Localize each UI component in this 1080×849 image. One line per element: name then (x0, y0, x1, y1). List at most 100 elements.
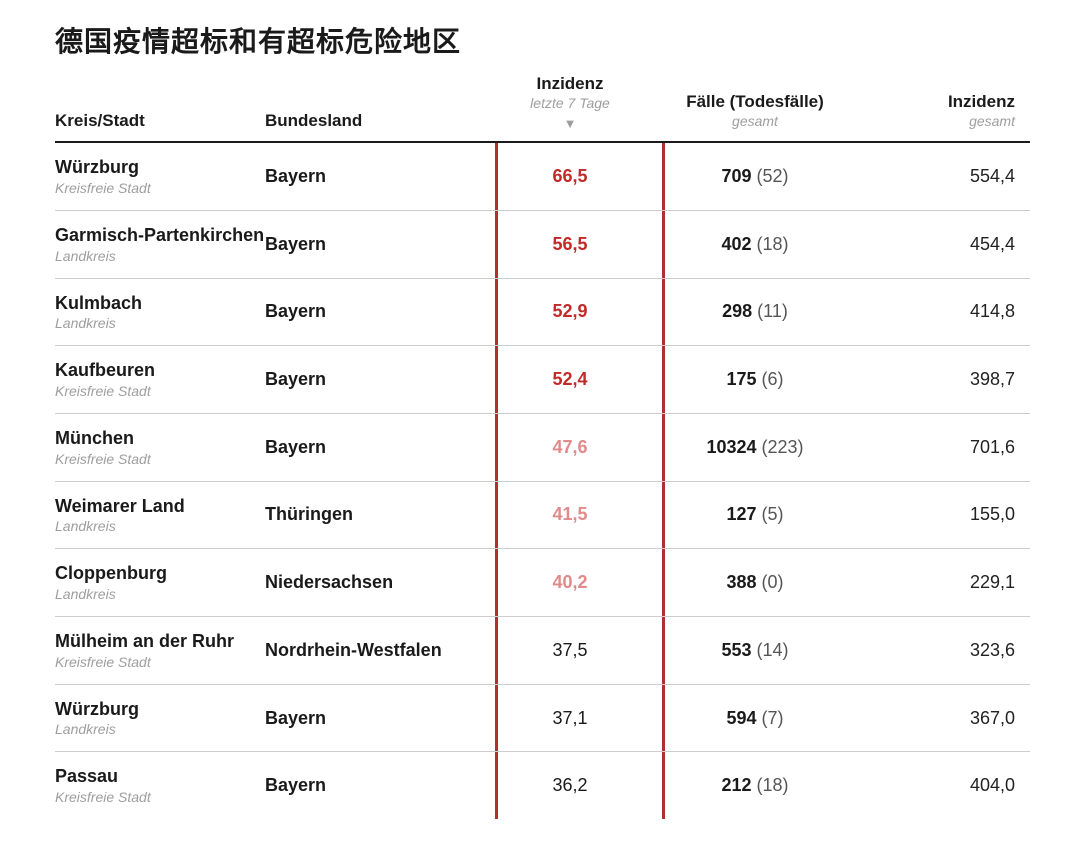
cases-total: 709 (721, 166, 756, 186)
inzidenz-7d-value: 52,4 (552, 369, 587, 389)
cases-deaths: (14) (757, 640, 789, 660)
cell-cases: 298 (11) (645, 301, 865, 322)
cell-inzidenz-total: 414,8 (865, 301, 1015, 322)
kreis-name: Mülheim an der Ruhr (55, 631, 265, 652)
table-row: WürzburgLandkreisBayern37,1594 (7)367,0 (55, 685, 1030, 753)
cases-deaths: (223) (762, 437, 804, 457)
cell-inzidenz-7d: 56,5 (495, 234, 645, 255)
cell-inzidenz-total: 367,0 (865, 708, 1015, 729)
cell-kreis: Weimarer LandLandkreis (55, 496, 265, 535)
kreis-type: Kreisfreie Stadt (55, 383, 265, 399)
cell-kreis: Mülheim an der RuhrKreisfreie Stadt (55, 631, 265, 670)
cell-bundesland: Bayern (265, 234, 495, 255)
table-row: Weimarer LandLandkreisThüringen 41,5 127 (… (55, 482, 1030, 550)
cell-kreis: WürzburgKreisfreie Stadt (55, 157, 265, 196)
cases-total: 298 (722, 301, 757, 321)
table-body: WürzburgKreisfreie StadtBayern66,5709 (5… (55, 143, 1030, 819)
cell-bundesland: Niedersachsen (265, 572, 495, 593)
table-header-row: Kreis/Stadt Bundesland Inzidenz letzte 7… (55, 66, 1030, 143)
kreis-name: Garmisch-Partenkirchen (55, 225, 265, 246)
cell-cases: 594 (7) (645, 708, 865, 729)
inzidenz-7d-value: 47,6 (552, 437, 587, 457)
header-bundesland-label: Bundesland (265, 111, 362, 130)
cases-total: 127 (726, 504, 761, 524)
cases-deaths: (52) (757, 166, 789, 186)
kreis-type: Landkreis (55, 518, 265, 534)
cases-total: 402 (721, 234, 756, 254)
cases-total: 10324 (706, 437, 761, 457)
header-kreis-label: Kreis/Stadt (55, 111, 145, 130)
header-inzidenz-7d-sub: letzte 7 Tage (530, 95, 610, 111)
cases-deaths: (11) (757, 301, 788, 321)
header-inzidenz-total-sub: gesamt (969, 113, 1015, 129)
inzidenz-7d-value: 41,5 (552, 504, 587, 524)
table-row: Passau Kreisfreie StadtBayern 36,2 212 (18)… (55, 752, 1030, 819)
cases-total: 388 (726, 572, 761, 592)
kreis-name: Passau (55, 766, 265, 787)
kreis-name: Kaufbeuren (55, 360, 265, 381)
cell-kreis: MünchenKreisfreie Stadt (55, 428, 265, 467)
header-inzidenz-total-label: Inzidenz (948, 92, 1015, 111)
cell-kreis: Kaufbeuren Kreisfreie Stadt (55, 360, 265, 399)
cell-bundesland: Bayern (265, 437, 495, 458)
cell-kreis: WürzburgLandkreis (55, 699, 265, 738)
cell-inzidenz-total: 701,6 (865, 437, 1015, 458)
cell-inzidenz-7d: 36,2 (495, 775, 645, 796)
cell-inzidenz-7d: 41,5 (495, 504, 645, 525)
cell-inzidenz-7d: 52,9 (495, 301, 645, 322)
kreis-type: Kreisfreie Stadt (55, 789, 265, 805)
page-title: 德国疫情超标和有超标危险地区 (55, 20, 1030, 60)
cell-inzidenz-7d: 66,5 (495, 166, 645, 187)
cell-cases: 212 (18) (645, 775, 865, 796)
cell-inzidenz-7d: 37,5 (495, 640, 645, 661)
kreis-type: Landkreis (55, 315, 265, 331)
cell-inzidenz-total: 398,7 (865, 369, 1015, 390)
table-row: MünchenKreisfreie StadtBayern 47,6 10324 (… (55, 414, 1030, 482)
header-kreis: Kreis/Stadt (55, 111, 265, 131)
header-bundesland: Bundesland (265, 111, 495, 131)
kreis-name: Weimarer Land (55, 496, 265, 517)
table-row: KulmbachLandkreisBayern52,9298 (11)414,8 (55, 279, 1030, 347)
cell-inzidenz-total: 454,4 (865, 234, 1015, 255)
cases-total: 212 (721, 775, 756, 795)
cell-cases: 553 (14) (645, 640, 865, 661)
inzidenz-7d-value: 36,2 (552, 775, 587, 795)
header-cases: Fälle (Todesfälle) gesamt (645, 92, 865, 132)
inzidenz-7d-value: 56,5 (552, 234, 587, 254)
incidence-table: Kreis/Stadt Bundesland Inzidenz letzte 7… (55, 66, 1030, 819)
cell-kreis: Garmisch-PartenkirchenLandkreis (55, 225, 265, 264)
cases-deaths: (18) (757, 234, 789, 254)
table-row: WürzburgKreisfreie StadtBayern 66,5 709 (5… (55, 143, 1030, 211)
cell-inzidenz-total: 155,0 (865, 504, 1015, 525)
kreis-name: Würzburg (55, 699, 265, 720)
table-row: Garmisch-PartenkirchenLandkreisBayern 56,… (55, 211, 1030, 279)
cases-deaths: (6) (762, 369, 784, 389)
table-row: CloppenburgLandkreisNiedersachsen40,2388… (55, 549, 1030, 617)
cell-inzidenz-7d: 52,4 (495, 369, 645, 390)
cell-cases: 127 (5) (645, 504, 865, 525)
inzidenz-7d-value: 40,2 (552, 572, 587, 592)
header-inzidenz-7d[interactable]: Inzidenz letzte 7 Tage ▼ (495, 74, 645, 131)
cases-deaths: (7) (762, 708, 784, 728)
cell-bundesland: Bayern (265, 166, 495, 187)
cell-inzidenz-7d: 40,2 (495, 572, 645, 593)
header-cases-label: Fälle (Todesfälle) (686, 92, 824, 111)
inzidenz-7d-value: 52,9 (552, 301, 587, 321)
cell-cases: 709 (52) (645, 166, 865, 187)
cases-deaths: (18) (757, 775, 789, 795)
kreis-name: München (55, 428, 265, 449)
kreis-type: Landkreis (55, 586, 265, 602)
cell-bundesland: Bayern (265, 369, 495, 390)
cell-inzidenz-total: 554,4 (865, 166, 1015, 187)
inzidenz-7d-value: 66,5 (552, 166, 587, 186)
cell-bundesland: Thüringen (265, 504, 495, 525)
cell-bundesland: Bayern (265, 775, 495, 796)
kreis-name: Kulmbach (55, 293, 265, 314)
cell-cases: 388 (0) (645, 572, 865, 593)
cell-inzidenz-total: 229,1 (865, 572, 1015, 593)
cell-cases: 175 (6) (645, 369, 865, 390)
inzidenz-7d-value: 37,1 (552, 708, 587, 728)
cases-total: 175 (726, 369, 761, 389)
cases-total: 594 (726, 708, 761, 728)
cell-bundesland: Bayern (265, 301, 495, 322)
